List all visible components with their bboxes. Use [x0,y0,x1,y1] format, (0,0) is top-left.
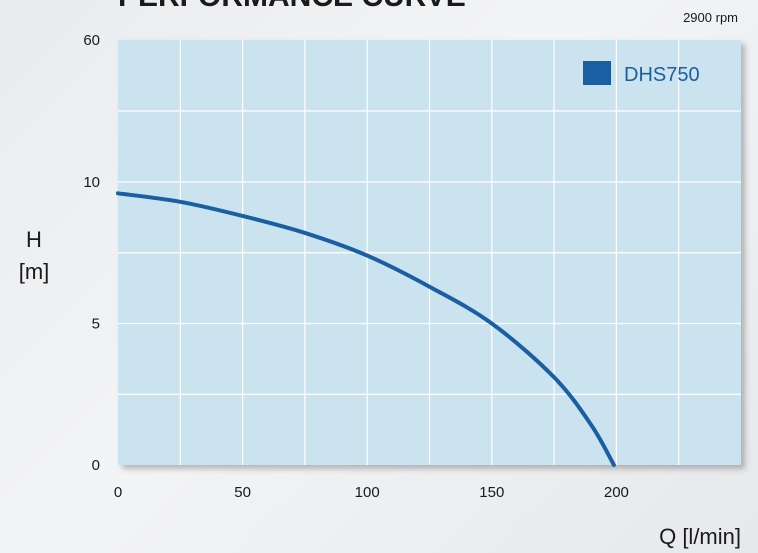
legend-swatch [583,61,611,85]
y-axis-label-line-2: [m] [19,259,50,284]
y-tick-label: 0 [92,457,100,474]
x-tick-label: 100 [355,484,380,501]
x-axis-label: Q [l/min] [659,524,741,549]
x-tick-label: 200 [604,484,629,501]
y-tick-label: 5 [92,316,100,333]
grid-horizontal [118,110,741,395]
series-line-dhs750 [116,191,616,467]
series-group [116,191,616,467]
x-tick-label: 50 [234,484,251,501]
y-axis-label-line-1: H [26,227,42,252]
chart-subtitle: 2900 rpm [683,10,738,25]
y-tick-label: 10 [83,174,100,191]
legend-label: DHS750 [624,64,700,86]
x-tick-label: 150 [479,484,504,501]
y-axis-ticks: 0 5 10 60 [83,32,100,474]
legend: DHS750 [583,61,700,86]
y-axis-label: H [m] [19,227,50,284]
chart-title: PERFORMANCE CURVE [118,0,466,13]
y-tick-label: 60 [83,32,100,49]
x-axis-ticks: 0 50 100 150 200 [114,484,629,501]
x-tick-label: 0 [114,484,122,501]
title-group: PERFORMANCE CURVE 2900 rpm [118,0,738,25]
